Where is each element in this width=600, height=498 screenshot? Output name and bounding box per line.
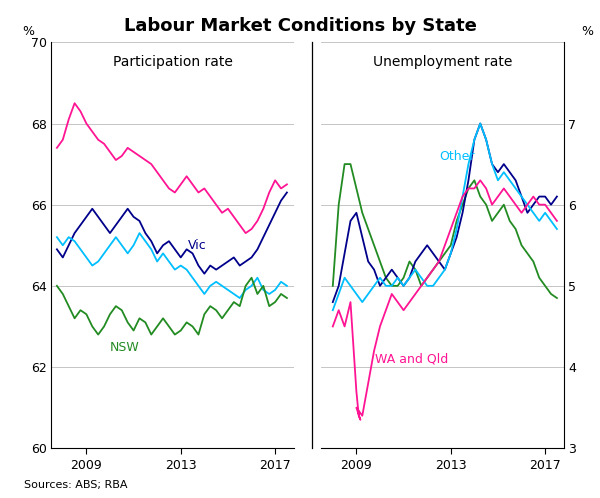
- Text: Unemployment rate: Unemployment rate: [373, 54, 512, 69]
- Text: %: %: [22, 25, 34, 38]
- Text: Labour Market Conditions by State: Labour Market Conditions by State: [124, 17, 476, 35]
- Text: Vic: Vic: [188, 240, 206, 252]
- Text: NSW: NSW: [110, 341, 140, 354]
- Text: Other: Other: [439, 150, 475, 163]
- Text: WA and Qld: WA and Qld: [375, 353, 449, 366]
- Text: Participation rate: Participation rate: [113, 54, 232, 69]
- Text: Sources: ABS; RBA: Sources: ABS; RBA: [24, 480, 128, 490]
- Text: %: %: [581, 25, 593, 38]
